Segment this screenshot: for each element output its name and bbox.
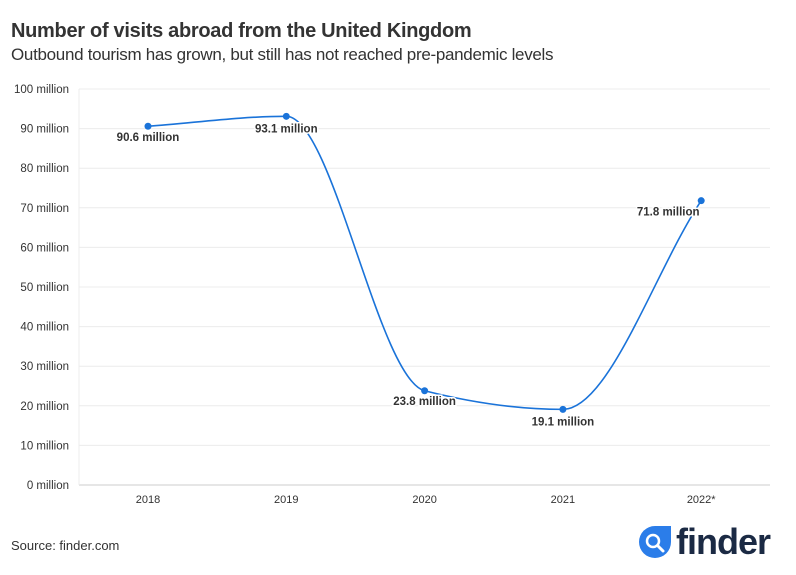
y-tick-label: 10 million bbox=[20, 440, 69, 452]
x-tick-label: 2019 bbox=[274, 494, 298, 506]
y-tick-label: 80 million bbox=[20, 163, 69, 175]
y-tick-label: 40 million bbox=[20, 322, 69, 334]
data-point bbox=[144, 122, 152, 130]
y-tick-label: 90 million bbox=[20, 124, 69, 136]
x-tick-label: 2018 bbox=[136, 494, 160, 506]
x-axis: 2018 2019 2020 2021 2022* bbox=[136, 494, 717, 506]
x-tick-label: 2021 bbox=[551, 494, 575, 506]
data-label: 90.6 million bbox=[117, 132, 180, 144]
source-note: Source: finder.com bbox=[11, 538, 120, 553]
y-tick-label: 0 million bbox=[27, 480, 69, 492]
y-axis: 0 million 10 million 20 million 30 million 4… bbox=[14, 84, 69, 492]
data-label: 93.1 million bbox=[255, 123, 318, 135]
y-tick-label: 100 million bbox=[14, 84, 69, 96]
data-point bbox=[697, 197, 705, 205]
x-tick-label: 2022* bbox=[687, 494, 716, 506]
y-tick-label: 30 million bbox=[20, 361, 69, 373]
x-tick-label: 2020 bbox=[412, 494, 436, 506]
y-tick-label: 50 million bbox=[20, 282, 69, 294]
data-point bbox=[282, 112, 290, 120]
data-point bbox=[559, 405, 567, 413]
finder-logo: finder bbox=[638, 521, 771, 562]
data-label: 23.8 million bbox=[393, 396, 456, 408]
data-label: 71.8 million bbox=[637, 207, 700, 219]
y-tick-label: 70 million bbox=[20, 203, 69, 215]
gridlines bbox=[78, 88, 770, 486]
data-point bbox=[421, 387, 429, 395]
data-labels: 90.6 million 93.1 million 23.8 million 19.1… bbox=[115, 122, 701, 430]
y-tick-label: 20 million bbox=[20, 401, 69, 413]
y-tick-label: 60 million bbox=[20, 242, 69, 254]
series-line bbox=[147, 115, 702, 411]
logo-text: finder bbox=[676, 521, 771, 562]
chart-subtitle: Outbound tourism has grown, but still ha… bbox=[11, 45, 554, 64]
chart-title: Number of visits abroad from the United … bbox=[11, 20, 472, 42]
data-points bbox=[144, 112, 705, 413]
search-magnifier-icon bbox=[639, 526, 671, 558]
data-label: 19.1 million bbox=[532, 416, 595, 428]
